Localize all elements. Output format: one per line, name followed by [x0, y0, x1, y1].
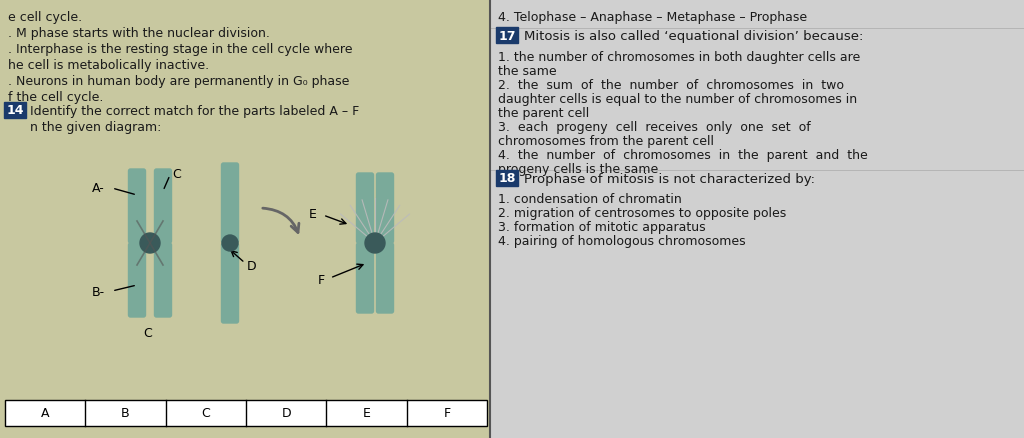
Text: 2.  the  sum  of  the  number  of  chromosomes  in  two: 2. the sum of the number of chromosomes …: [498, 79, 844, 92]
Text: C: C: [143, 326, 153, 339]
Bar: [496, 171, 518, 187]
Bar: [0, 0, 490, 438]
Text: chromosomes from the parent cell: chromosomes from the parent cell: [498, 135, 714, 148]
Text: D: D: [247, 259, 257, 272]
Text: daughter cells is equal to the number of chromosomes in: daughter cells is equal to the number of…: [498, 93, 857, 106]
Text: Identify the correct match for the parts labeled A – F: Identify the correct match for the parts…: [30, 104, 359, 117]
Text: the parent cell: the parent cell: [498, 107, 589, 120]
Text: Mitosis is also called ‘equational division’ because:: Mitosis is also called ‘equational divis…: [524, 29, 863, 42]
Text: . Neurons in human body are permanently in G₀ phase: . Neurons in human body are permanently …: [8, 75, 349, 88]
FancyBboxPatch shape: [356, 244, 374, 313]
FancyBboxPatch shape: [221, 244, 239, 323]
Text: E: E: [362, 406, 371, 420]
Circle shape: [365, 233, 385, 254]
Text: B: B: [121, 406, 130, 420]
Text: n the given diagram:: n the given diagram:: [30, 120, 162, 133]
Text: 1. condensation of chromatin: 1. condensation of chromatin: [498, 193, 682, 205]
Text: e cell cycle.: e cell cycle.: [8, 11, 82, 24]
Text: E: E: [309, 207, 317, 220]
Text: 17: 17: [499, 29, 516, 42]
Text: the same: the same: [498, 65, 557, 78]
Text: 4.  the  number  of  chromosomes  in  the  parent  and  the: 4. the number of chromosomes in the pare…: [498, 148, 867, 162]
Text: A-: A-: [92, 182, 105, 195]
Text: C: C: [202, 406, 210, 420]
Bar: [496, 28, 518, 44]
Text: 4. Telophase – Anaphase – Metaphase – Prophase: 4. Telophase – Anaphase – Metaphase – Pr…: [498, 11, 807, 24]
FancyBboxPatch shape: [128, 170, 145, 244]
Text: 3. formation of mitotic apparatus: 3. formation of mitotic apparatus: [498, 220, 706, 233]
Text: . M phase starts with the nuclear division.: . M phase starts with the nuclear divisi…: [8, 27, 270, 40]
Text: he cell is metabolically inactive.: he cell is metabolically inactive.: [8, 59, 209, 72]
Text: f the cell cycle.: f the cell cycle.: [8, 91, 103, 104]
Text: A: A: [41, 406, 49, 420]
FancyBboxPatch shape: [221, 164, 239, 244]
FancyBboxPatch shape: [377, 244, 393, 313]
Text: D: D: [282, 406, 291, 420]
Text: 4. pairing of homologous chromosomes: 4. pairing of homologous chromosomes: [498, 234, 745, 247]
Text: B-: B-: [92, 285, 105, 298]
Text: 1. the number of chromosomes in both daughter cells are: 1. the number of chromosomes in both dau…: [498, 51, 860, 64]
Text: 2. migration of centrosomes to opposite poles: 2. migration of centrosomes to opposite …: [498, 207, 786, 219]
Text: progeny cells is the same: progeny cells is the same: [498, 162, 658, 176]
FancyBboxPatch shape: [155, 170, 171, 244]
Text: 3.  each  progeny  cell  receives  only  one  set  of: 3. each progeny cell receives only one s…: [498, 121, 811, 134]
FancyArrowPatch shape: [263, 208, 299, 233]
Text: F: F: [443, 406, 451, 420]
Bar: [5, 400, 487, 426]
Bar: [4, 103, 26, 119]
Text: 14: 14: [6, 104, 24, 117]
FancyBboxPatch shape: [155, 244, 171, 317]
FancyBboxPatch shape: [356, 173, 374, 244]
FancyBboxPatch shape: [128, 244, 145, 317]
Text: . Interphase is the resting stage in the cell cycle where: . Interphase is the resting stage in the…: [8, 43, 352, 56]
Text: 18: 18: [499, 172, 516, 185]
Circle shape: [222, 236, 238, 251]
Text: Prophase of mitosis is not characterized by:: Prophase of mitosis is not characterized…: [524, 172, 815, 185]
FancyBboxPatch shape: [377, 173, 393, 244]
Text: C: C: [172, 167, 181, 180]
Text: F: F: [317, 274, 325, 287]
Circle shape: [140, 233, 160, 254]
Bar: [490, 0, 1024, 438]
